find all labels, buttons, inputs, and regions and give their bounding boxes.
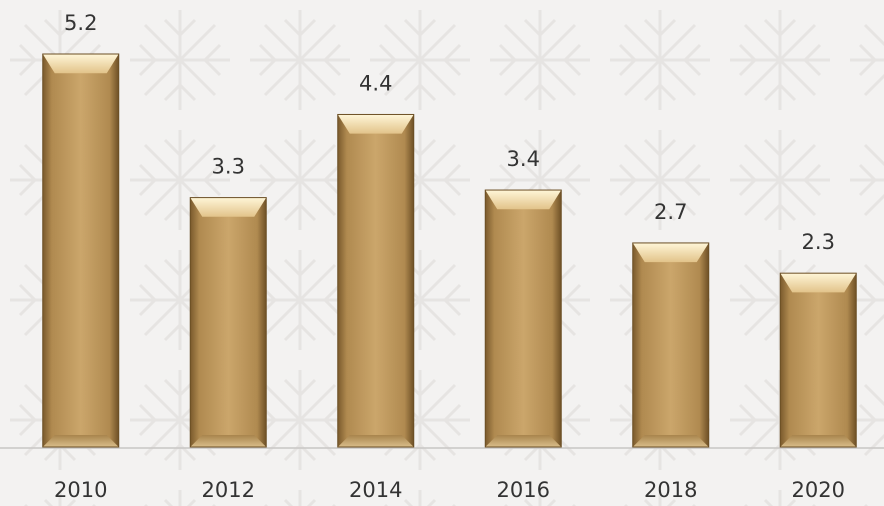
bar-group	[42, 53, 120, 448]
bar-group	[779, 272, 857, 448]
value-label: 5.2	[64, 11, 97, 35]
value-label: 2.7	[654, 200, 687, 224]
bar-cap	[780, 273, 857, 293]
bar	[42, 54, 119, 447]
bar-group	[484, 189, 562, 448]
value-label: 3.3	[212, 155, 245, 179]
bar-foot	[190, 435, 267, 447]
x-tick-label: 2014	[349, 478, 402, 502]
bar	[190, 197, 267, 447]
bar-foot	[485, 435, 562, 447]
bar-cap	[42, 54, 119, 74]
bar-cap	[632, 242, 709, 263]
bar-foot	[42, 435, 119, 447]
x-tick-label: 2016	[497, 478, 550, 502]
bar-outline	[779, 272, 857, 448]
bar-group	[337, 113, 415, 448]
value-label: 4.4	[359, 71, 392, 95]
bar	[780, 273, 857, 447]
bar-outline	[189, 197, 267, 448]
bar-group	[189, 197, 267, 448]
bar	[632, 242, 709, 447]
bar-cap	[485, 190, 562, 210]
bar	[337, 114, 414, 447]
bar-foot	[780, 435, 857, 447]
bar-foot	[337, 435, 414, 447]
bar-group	[632, 242, 710, 448]
x-tick-label: 2020	[792, 478, 845, 502]
value-label: 3.4	[507, 147, 540, 171]
bar	[485, 190, 562, 448]
bar-outline	[42, 53, 120, 448]
bar-outline	[337, 113, 415, 448]
x-tick-label: 2018	[644, 478, 697, 502]
bar-cap	[190, 197, 267, 217]
bar-outline	[632, 242, 710, 448]
value-label: 2.3	[802, 230, 835, 254]
x-tick-label: 2010	[54, 478, 107, 502]
bar-cap	[337, 114, 414, 134]
x-tick-label: 2012	[202, 478, 255, 502]
bar-foot	[632, 435, 709, 447]
bar-outline	[484, 189, 562, 448]
